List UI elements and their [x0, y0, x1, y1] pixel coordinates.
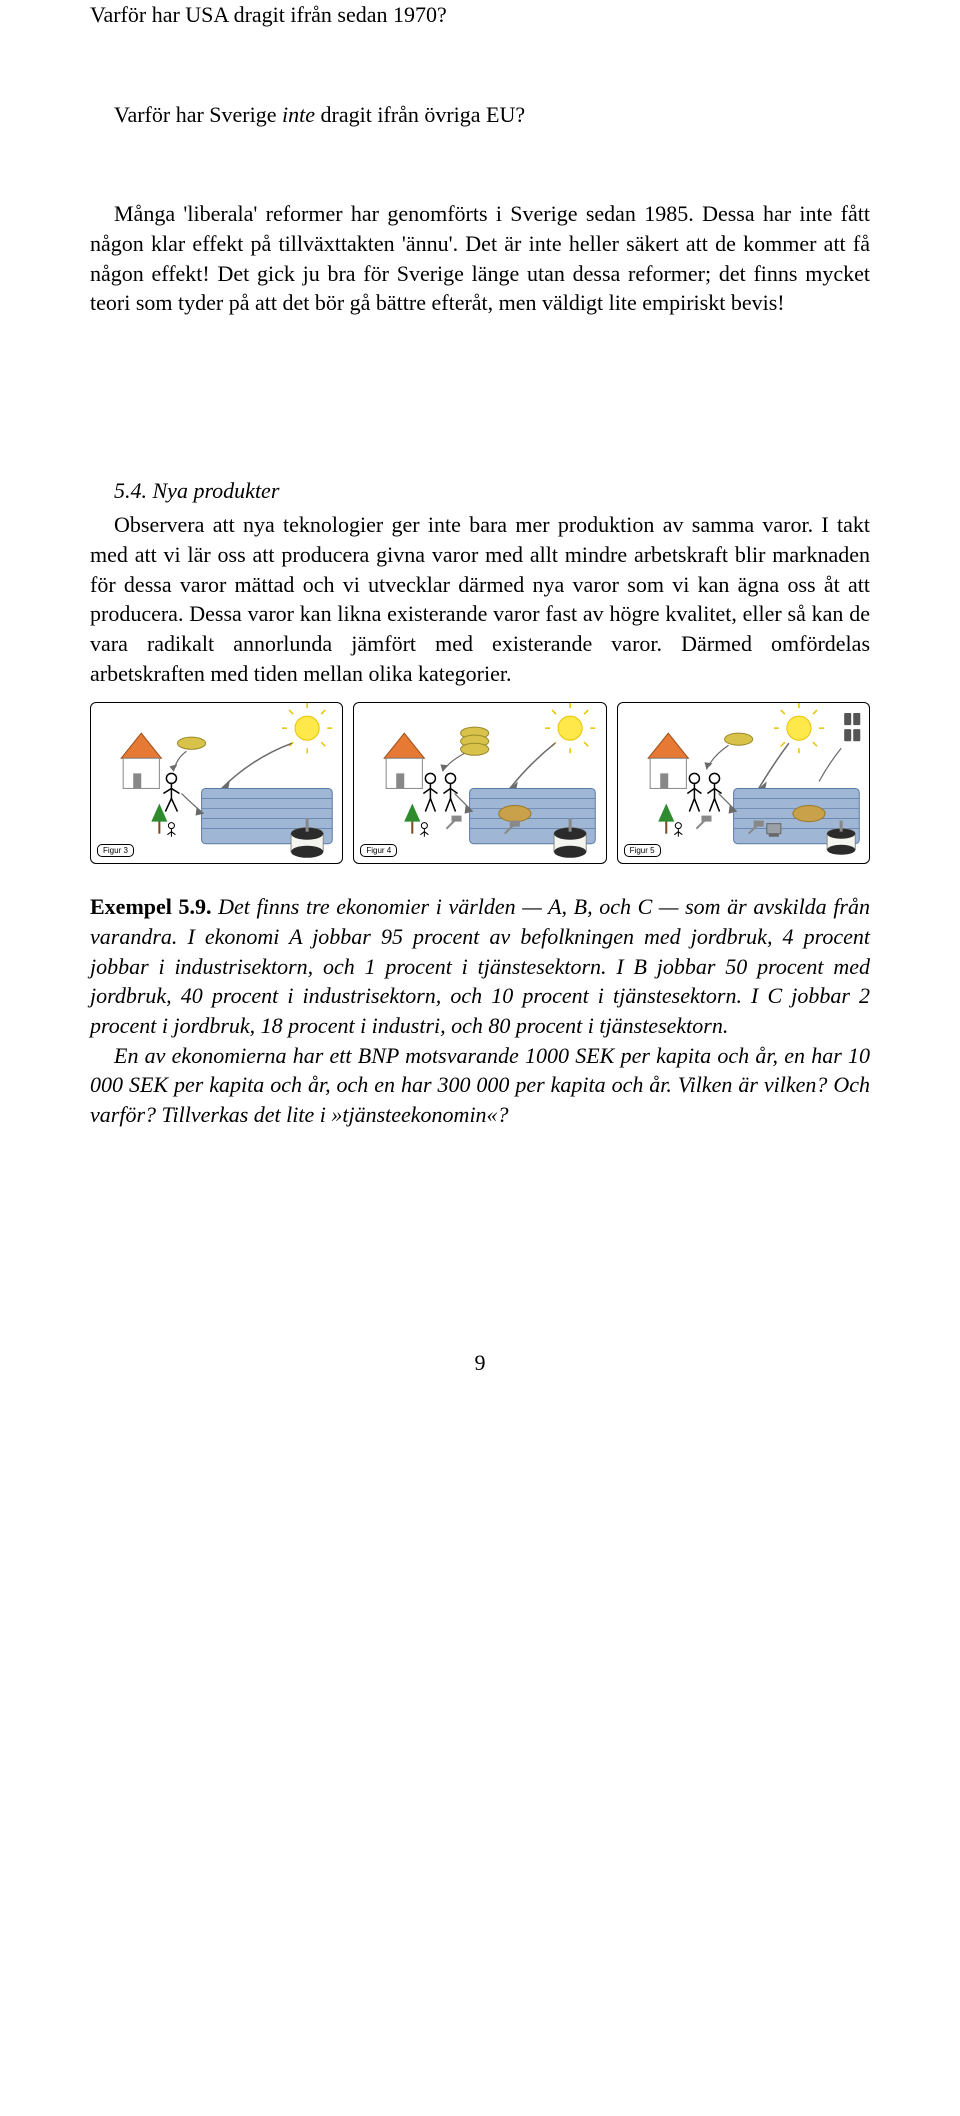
- example-label: Exempel 5.9.: [90, 894, 212, 919]
- figure-3: Figur 3: [90, 702, 343, 864]
- figures-row: Figur 3: [90, 702, 870, 864]
- figure-5-scene: [618, 703, 869, 864]
- body-text: Observera att nya teknologier ger inte b…: [90, 510, 870, 688]
- example-5-9: Exempel 5.9. Det finns tre ekonomier i v…: [90, 892, 870, 1130]
- question-1: Varför har USA dragit ifrån sedan 1970?: [90, 0, 870, 30]
- question-2-pre: Varför har Sverige: [114, 102, 282, 127]
- question-2-post: dragit ifrån övriga EU?: [315, 102, 525, 127]
- example-p2: En av ekonomierna har ett BNP motsvarand…: [90, 1041, 870, 1130]
- figure-4: Figur 4: [353, 702, 606, 864]
- question-2-italic: inte: [282, 102, 315, 127]
- subheading-5-4: 5.4. Nya produkter: [90, 478, 870, 504]
- figure-5: Figur 5: [617, 702, 870, 864]
- question-2: Varför har Sverige inte dragit ifrån övr…: [90, 100, 870, 130]
- figure-5-label: Figur 5: [624, 844, 661, 857]
- intro-paragraph: Många 'liberala' reformer har genomförts…: [90, 199, 870, 318]
- figure-4-scene: [354, 703, 605, 864]
- figure-3-label: Figur 3: [97, 844, 134, 857]
- body-paragraph: Observera att nya teknologier ger inte b…: [90, 510, 870, 688]
- page-number: 9: [90, 1350, 870, 1376]
- figure-4-label: Figur 4: [360, 844, 397, 857]
- figure-3-scene: [91, 703, 342, 864]
